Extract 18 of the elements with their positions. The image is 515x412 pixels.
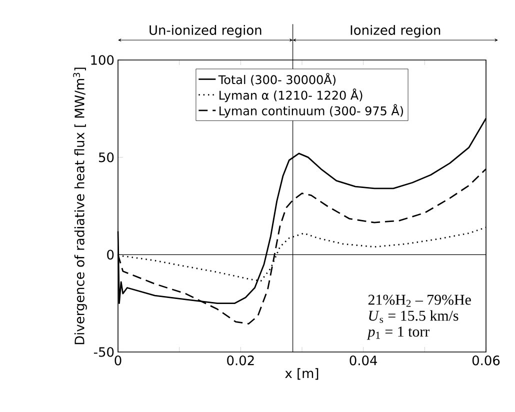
text: Un-ionized region [150, 24, 262, 38]
x-tick-label: 0.06 [472, 356, 500, 366]
y-tick-label: 0 [107, 250, 114, 260]
y-tick-label: 50 [99, 152, 114, 162]
legend-label: Total (300- 30000Å) [218, 72, 336, 86]
text: Ionized region [350, 24, 440, 38]
x-tick-label: 0.04 [350, 356, 378, 366]
legend-label: Lyman continuum (300- 975 Å) [220, 104, 404, 118]
annotation: 21%H$_{2}$ – 79%He [368, 294, 471, 307]
y-tick-label: -50 [94, 347, 114, 357]
x-axis-title: x [m] [285, 368, 318, 380]
annotation: p$_{1}$ = 1 torr [366, 326, 430, 340]
x-tick-label: 0 [114, 356, 122, 366]
y-tick-label: 100 [91, 55, 114, 65]
annotation: U$_{s}$ = 15.5 km/s [369, 310, 458, 323]
legend-label: Lyman α (1210- 1220 Å) [220, 88, 362, 102]
x-tick-label: 0.02 [227, 356, 254, 366]
y-axis-title: Divergence of radiative heat flux [ MW/m$^{3}$] [73, 68, 87, 344]
